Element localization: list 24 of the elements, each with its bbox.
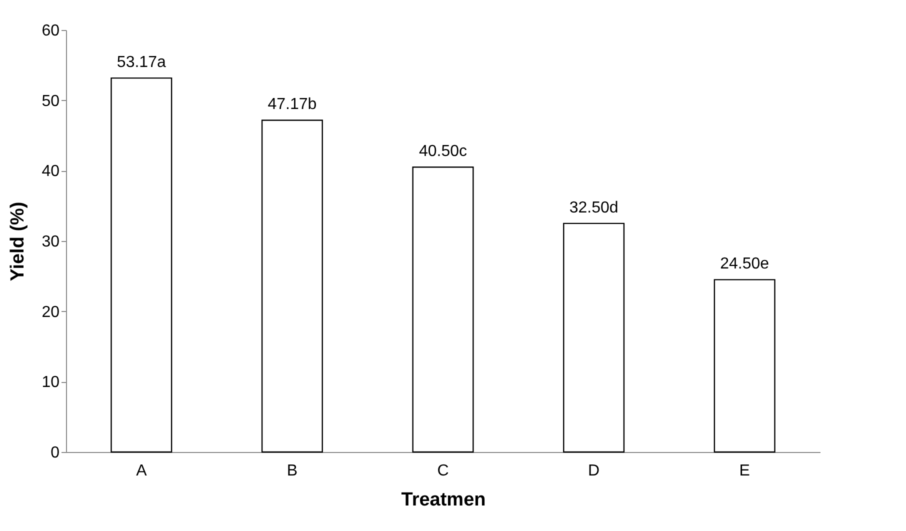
data-label: 40.50c [418,143,468,160]
data-label: 47.17b [268,96,317,114]
y-tick-label: 30 [42,234,60,250]
data-label: 24.50e [720,256,770,273]
y-tick-label: 0 [50,444,60,462]
data-label: 32.50d [569,199,618,216]
bar [714,279,776,453]
y-tick-label: 10 [42,374,60,392]
x-tick-label: D [588,462,600,480]
y-tick-label: 40 [42,163,60,180]
x-tick-label: E [739,462,750,480]
y-tick-label: 20 [42,304,60,321]
y-axis-title: Yield (%) [8,202,29,282]
data-label: 53.17a [116,54,166,72]
bar [412,166,474,453]
y-tick-label: 50 [42,92,60,110]
bar [261,120,323,453]
bar [110,77,172,453]
y-tick-label: 60 [42,22,60,40]
bar [563,222,625,453]
x-tick-label: A [136,462,148,480]
x-tick-label: B [286,462,298,480]
x-axis-title: Treatmen [401,490,486,510]
x-tick-label: C [437,462,449,480]
